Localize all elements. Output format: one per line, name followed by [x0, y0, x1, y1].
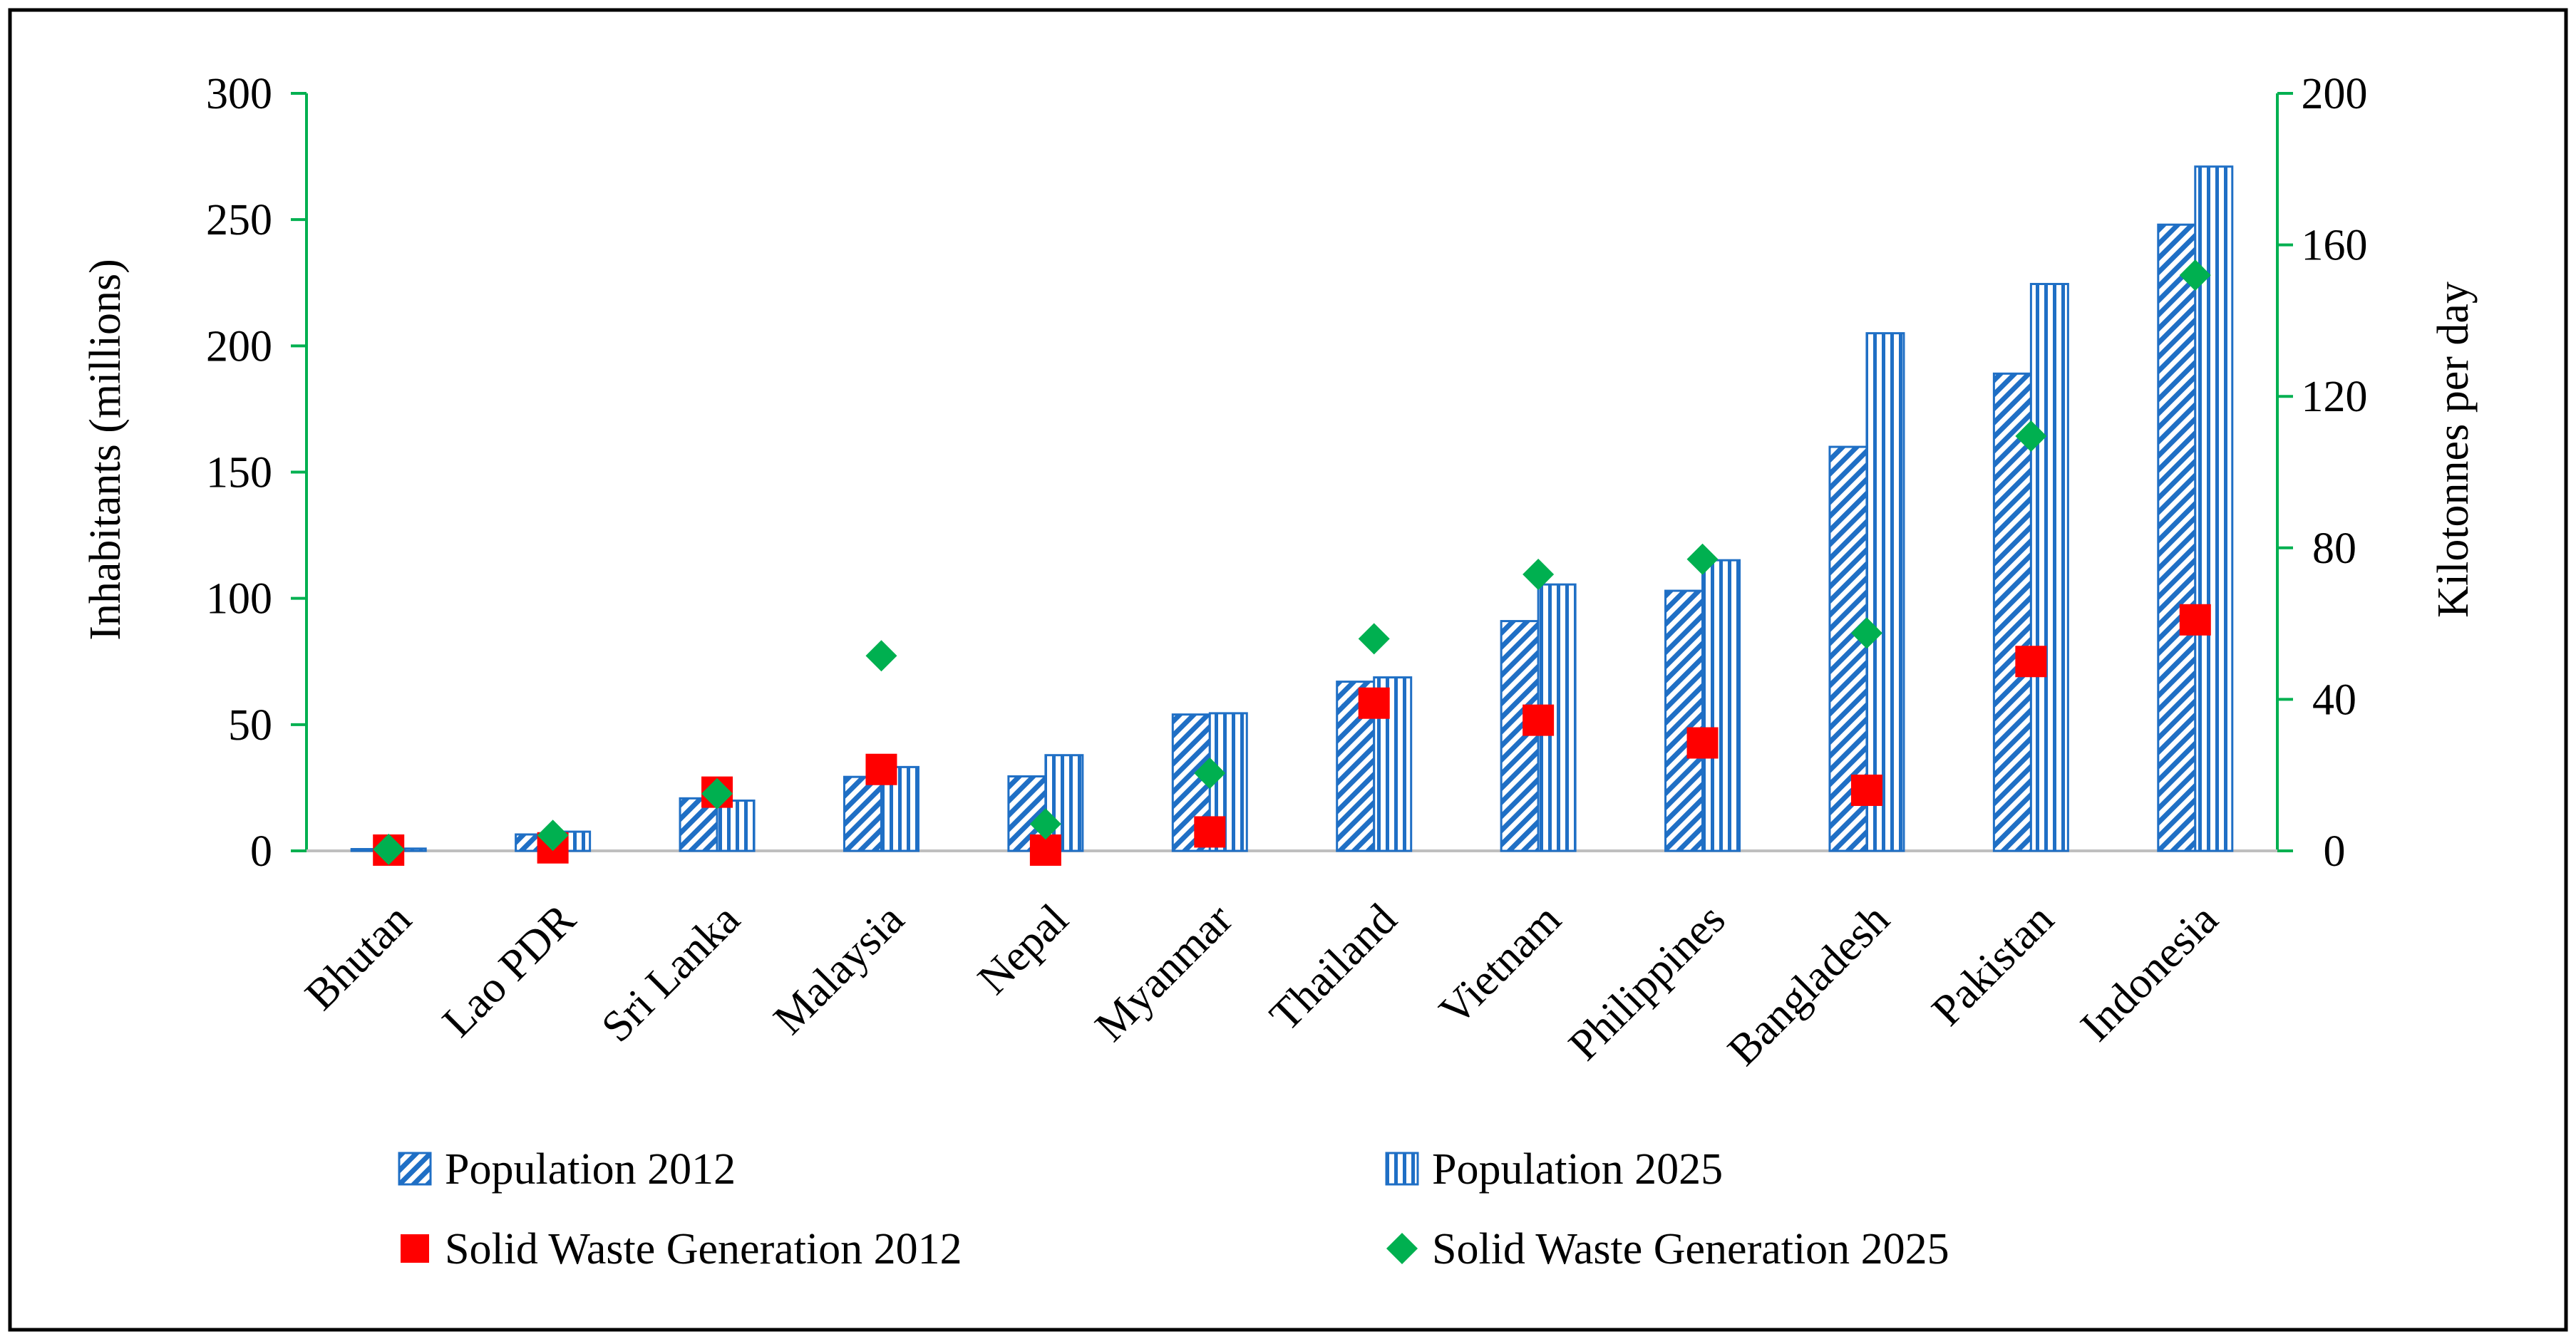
- marker-waste-2025: [1850, 617, 1882, 649]
- x-tick-label: Lao PDR: [433, 894, 585, 1046]
- y2-tick-label: 160: [2302, 222, 2368, 270]
- x-tick-label: Vietnam: [1431, 895, 1570, 1035]
- marker-waste-2012: [865, 753, 897, 785]
- x-tick-label: Bhutan: [296, 895, 421, 1020]
- marker-waste-2025: [1029, 808, 1061, 840]
- chart-border: [8, 8, 2568, 1332]
- marker-waste-2012: [1523, 704, 1555, 736]
- y-tick-label: 150: [206, 449, 272, 497]
- y2-tick-label: 0: [2324, 827, 2346, 876]
- bar-population-2025: [1865, 332, 1905, 852]
- legend-swatch-population-2025: [1385, 1152, 1419, 1186]
- y-tick-label: 0: [250, 827, 272, 876]
- y-tick-label: 50: [228, 701, 272, 750]
- marker-waste-2025: [865, 640, 897, 672]
- bar-population-2012: [1992, 372, 2032, 852]
- x-tick-label: Myanmar: [1086, 895, 1242, 1051]
- y2-tick-label: 200: [2302, 70, 2368, 118]
- bar-population-2012: [843, 775, 882, 852]
- marker-waste-2025: [537, 820, 569, 852]
- marker-waste-2012: [1686, 727, 1719, 759]
- y2-axis-title: Kilotonnes per day: [2429, 281, 2478, 618]
- marker-waste-2025: [2015, 420, 2047, 453]
- marker-waste-2012: [1029, 834, 1061, 866]
- y2-tick-label: 120: [2302, 373, 2368, 421]
- marker-waste-2025: [701, 777, 733, 810]
- bar-population-2025: [2029, 283, 2069, 852]
- x-tick-label: Malaysia: [765, 895, 914, 1044]
- legend-label: Population 2025: [1432, 1145, 1723, 1194]
- legend-swatch-population-2012: [398, 1152, 432, 1186]
- marker-waste-2025: [373, 833, 405, 865]
- marker-waste-2025: [1194, 758, 1226, 790]
- bar-population-2012: [1664, 589, 1704, 852]
- y-tick-label: 200: [206, 322, 272, 371]
- marker-waste-2012: [1194, 816, 1226, 848]
- x-tick-label: Nepal: [969, 895, 1078, 1004]
- bar-population-2025: [716, 799, 756, 852]
- marker-waste-2025: [2179, 259, 2211, 291]
- marker-waste-2012: [2179, 604, 2211, 636]
- marker-waste-2025: [1358, 623, 1390, 655]
- y2-tick-label: 80: [2312, 524, 2356, 573]
- marker-waste-2012: [1850, 774, 1882, 806]
- legend: Population 2012 Population 2025 Solid Wast…: [398, 1145, 1949, 1273]
- x-tick-label: Pakistan: [1923, 895, 2064, 1035]
- y-tick-label: 250: [206, 196, 272, 244]
- x-tick-label: Philippines: [1560, 895, 1734, 1070]
- bar-population-2012: [2157, 223, 2197, 852]
- marker-waste-2012: [1358, 687, 1390, 719]
- legend-swatch-waste-2012: [401, 1234, 429, 1263]
- x-tick-label: Sri Lanka: [592, 895, 749, 1052]
- legend-swatch-waste-2025: [1386, 1233, 1418, 1264]
- legend-label: Solid Waste Generation 2012: [445, 1225, 962, 1273]
- x-tick-label: Bangladesh: [1719, 895, 1899, 1075]
- x-tick-label: Indonesia: [2071, 895, 2227, 1051]
- bar-population-2012: [1500, 620, 1540, 852]
- y-tick-label: 300: [206, 70, 272, 118]
- bar-population-2025: [1701, 559, 1741, 852]
- legend-label: Population 2012: [445, 1145, 736, 1194]
- y2-tick-label: 40: [2312, 676, 2356, 724]
- marker-waste-2025: [1686, 543, 1719, 575]
- x-tick-label: Thailand: [1261, 895, 1406, 1040]
- y-axis-title: Inhabitants (millions): [81, 259, 130, 641]
- legend-label: Solid Waste Generation 2025: [1432, 1225, 1949, 1273]
- marker-waste-2025: [1523, 559, 1555, 591]
- marker-waste-2012: [2015, 646, 2047, 678]
- y-tick-label: 100: [206, 575, 272, 624]
